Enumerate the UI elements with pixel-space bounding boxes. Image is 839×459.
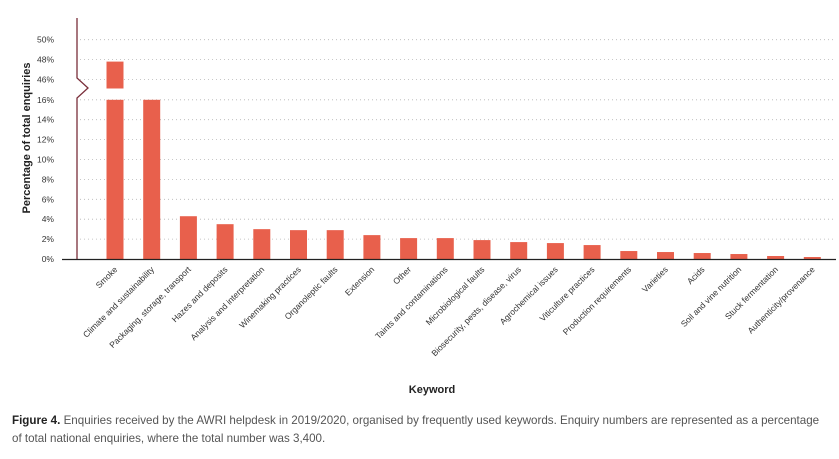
bars	[106, 61, 821, 259]
figure-caption: Figure 4. Enquiries received by the AWRI…	[12, 412, 827, 448]
bar-2-lower	[143, 99, 161, 259]
x-tick-label: Authenticity/provenance	[745, 264, 816, 335]
bar-1-lower	[106, 99, 124, 259]
bar-15	[620, 251, 638, 259]
y-axis-title: Percentage of total enquiries	[21, 63, 33, 214]
y-tick-label: 2%	[42, 234, 55, 244]
bar-17	[693, 253, 711, 259]
x-tick-label: Other	[391, 264, 413, 286]
bar-chart: 0% 2% 4% 6% 8% 10% 12% 14% 16% 46% 48% 50% SmokeCli…	[21, 18, 836, 396]
y-tick-label: 6%	[42, 194, 55, 204]
y-tick-label: 46%	[37, 75, 54, 85]
x-tick-label: Winemaking practices	[237, 264, 303, 330]
x-tick-label: Analysis and interpretation	[188, 264, 266, 342]
bar-16	[657, 252, 674, 259]
bar-19	[767, 256, 785, 259]
bar-14	[583, 245, 601, 259]
bar-11	[473, 240, 491, 259]
y-tick-label: 4%	[42, 214, 55, 224]
caption-label: Figure 4.	[12, 414, 61, 427]
bar-4	[216, 224, 234, 259]
bar-7	[326, 230, 344, 259]
x-tick-label: Soil and vine nutrition	[679, 264, 744, 329]
bar-5	[253, 229, 271, 259]
x-tick-label: Acids	[685, 264, 707, 286]
y-tick-label: 16%	[37, 95, 54, 105]
grid-lines	[80, 39, 836, 240]
y-tick-label: 8%	[42, 174, 55, 184]
y-tick-label: 48%	[37, 55, 54, 65]
x-tick-label: Smoke	[94, 264, 120, 290]
bar-18	[730, 254, 748, 259]
y-tick-label: 10%	[37, 155, 54, 165]
y-axis-line	[76, 18, 89, 259]
bar-12	[510, 242, 528, 259]
bar-9	[400, 238, 418, 259]
bar-3	[179, 216, 197, 259]
x-tick-label: Extension	[343, 264, 377, 298]
x-tick-label: Varieties	[640, 264, 670, 294]
y-tick-label: 50%	[37, 35, 54, 45]
bar-20	[803, 257, 821, 259]
y-axis-ticks: 0% 2% 4% 6% 8% 10% 12% 14% 16% 46% 48% 50%	[37, 35, 54, 264]
bar-13	[546, 243, 564, 259]
x-tick-label: Climate and sustainability	[81, 264, 157, 340]
bar-1-upper	[106, 61, 124, 89]
caption-text: Enquiries received by the AWRI helpdesk …	[12, 414, 820, 445]
bar-6	[290, 230, 307, 259]
y-tick-label: 0%	[42, 254, 55, 264]
bar-8	[363, 235, 381, 259]
y-tick-label: 12%	[37, 135, 54, 145]
x-tick-label: Production requirements	[561, 264, 634, 337]
x-tick-label: Taints and contaminations	[373, 264, 450, 341]
bar-10	[436, 238, 454, 259]
x-axis-title: Keyword	[409, 384, 455, 396]
y-tick-label: 14%	[37, 115, 54, 125]
